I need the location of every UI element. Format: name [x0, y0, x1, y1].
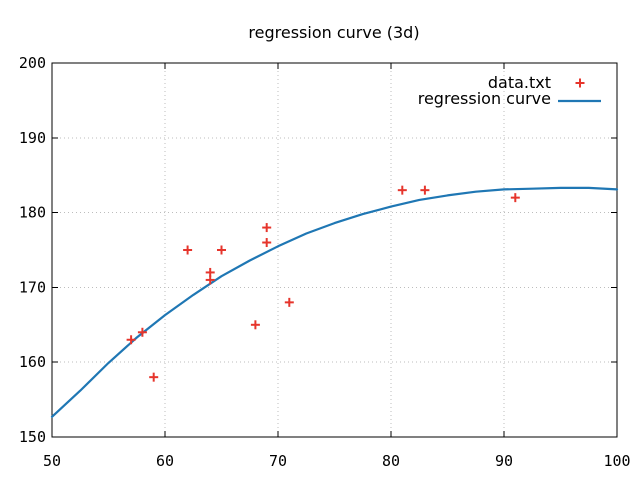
- x-axis-tick-labels: 50 60 70 80 90 100: [43, 452, 631, 470]
- x-tick-label: 90: [495, 452, 513, 470]
- y-tick-label: 180: [19, 204, 46, 222]
- data-point-plus: [262, 238, 272, 248]
- gridlines: [52, 63, 617, 437]
- y-tick-label: 160: [19, 353, 46, 371]
- data-point-plus: [126, 335, 136, 345]
- data-point-plus: [137, 327, 147, 337]
- axis-ticks: [51, 62, 618, 438]
- data-point-plus: [262, 223, 272, 233]
- data-point-plus: [217, 245, 226, 255]
- x-tick-label: 80: [382, 452, 400, 470]
- legend-plus: [575, 78, 585, 88]
- y-tick-label: 170: [19, 278, 46, 296]
- plot-border: [51, 62, 618, 438]
- data-points: [126, 185, 520, 382]
- data-point-plus: [510, 193, 520, 203]
- data-point-plus: [420, 185, 430, 195]
- data-point-plus: [183, 245, 193, 255]
- legend-label-data: data.txt: [488, 73, 551, 92]
- y-tick-label: 200: [19, 54, 46, 72]
- chart-title: regression curve (3d): [248, 23, 419, 42]
- y-tick-label: 190: [19, 129, 46, 147]
- data-point-plus: [149, 372, 159, 382]
- legend-label-curve: regression curve: [418, 89, 551, 108]
- x-tick-label: 70: [269, 452, 287, 470]
- data-point-plus: [284, 297, 294, 307]
- legend: data.txt regression curve: [418, 73, 601, 108]
- data-point-plus: [205, 267, 215, 277]
- legend-plus-marker-icon: [575, 78, 585, 88]
- data-point-plus: [250, 320, 260, 330]
- x-tick-label: 100: [603, 452, 630, 470]
- regression-curve-line: [50, 186, 619, 418]
- data-point-plus: [397, 185, 407, 195]
- x-tick-label: 50: [43, 452, 61, 470]
- x-tick-label: 60: [156, 452, 174, 470]
- y-tick-label: 150: [19, 428, 46, 446]
- y-axis-tick-labels: 150 160 170 180 190 200: [19, 54, 46, 446]
